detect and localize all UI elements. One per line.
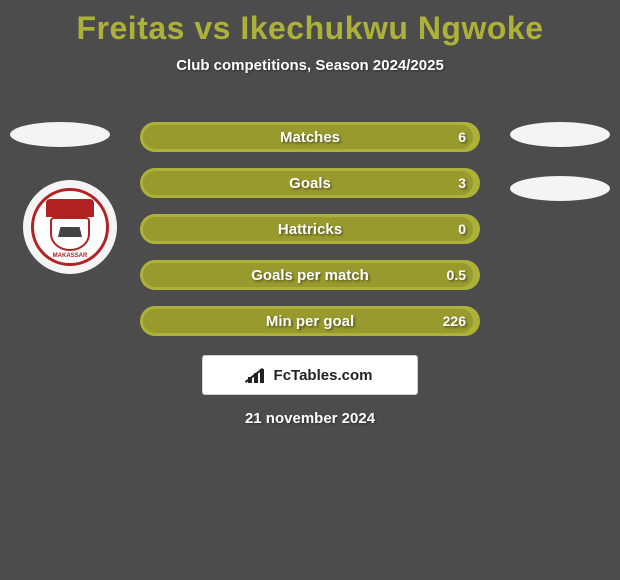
right-player-marker-2 [510, 176, 610, 201]
badge-brick-icon [46, 199, 94, 217]
badge-ring-text: MAKASSAR [34, 253, 106, 259]
bars-chart-icon [248, 367, 268, 383]
page-title: Freitas vs Ikechukwu Ngwoke [0, 0, 620, 47]
stat-bar-matches: Matches 6 [140, 122, 480, 152]
stat-bar-goals: Goals 3 [140, 168, 480, 198]
brand-box: FcTables.com [202, 355, 418, 395]
stat-value: 6 [458, 129, 466, 145]
club-badge-inner: MAKASSAR [31, 188, 109, 266]
left-player-marker [10, 122, 110, 147]
stat-value: 226 [443, 313, 466, 329]
club-badge: MAKASSAR [23, 180, 117, 274]
stat-bar-min-per-goal: Min per goal 226 [140, 306, 480, 336]
stat-label: Hattricks [278, 221, 342, 238]
stat-value: 0 [458, 221, 466, 237]
date-text: 21 november 2024 [0, 410, 620, 427]
subtitle: Club competitions, Season 2024/2025 [0, 57, 620, 74]
stat-bar-goals-per-match: Goals per match 0.5 [140, 260, 480, 290]
stat-label: Min per goal [266, 313, 354, 330]
right-player-marker [510, 122, 610, 147]
comparison-infographic: Freitas vs Ikechukwu Ngwoke Club competi… [0, 0, 620, 580]
badge-boat-icon [58, 227, 82, 237]
stat-label: Matches [280, 129, 340, 146]
brand-text: FcTables.com [274, 367, 373, 384]
stat-bar-hattricks: Hattricks 0 [140, 214, 480, 244]
stat-value: 3 [458, 175, 466, 191]
stat-label: Goals [289, 175, 331, 192]
stat-bars: Matches 6 Goals 3 Hattricks 0 Goals per … [140, 122, 480, 352]
stat-value: 0.5 [447, 267, 466, 283]
stat-label: Goals per match [251, 267, 369, 284]
